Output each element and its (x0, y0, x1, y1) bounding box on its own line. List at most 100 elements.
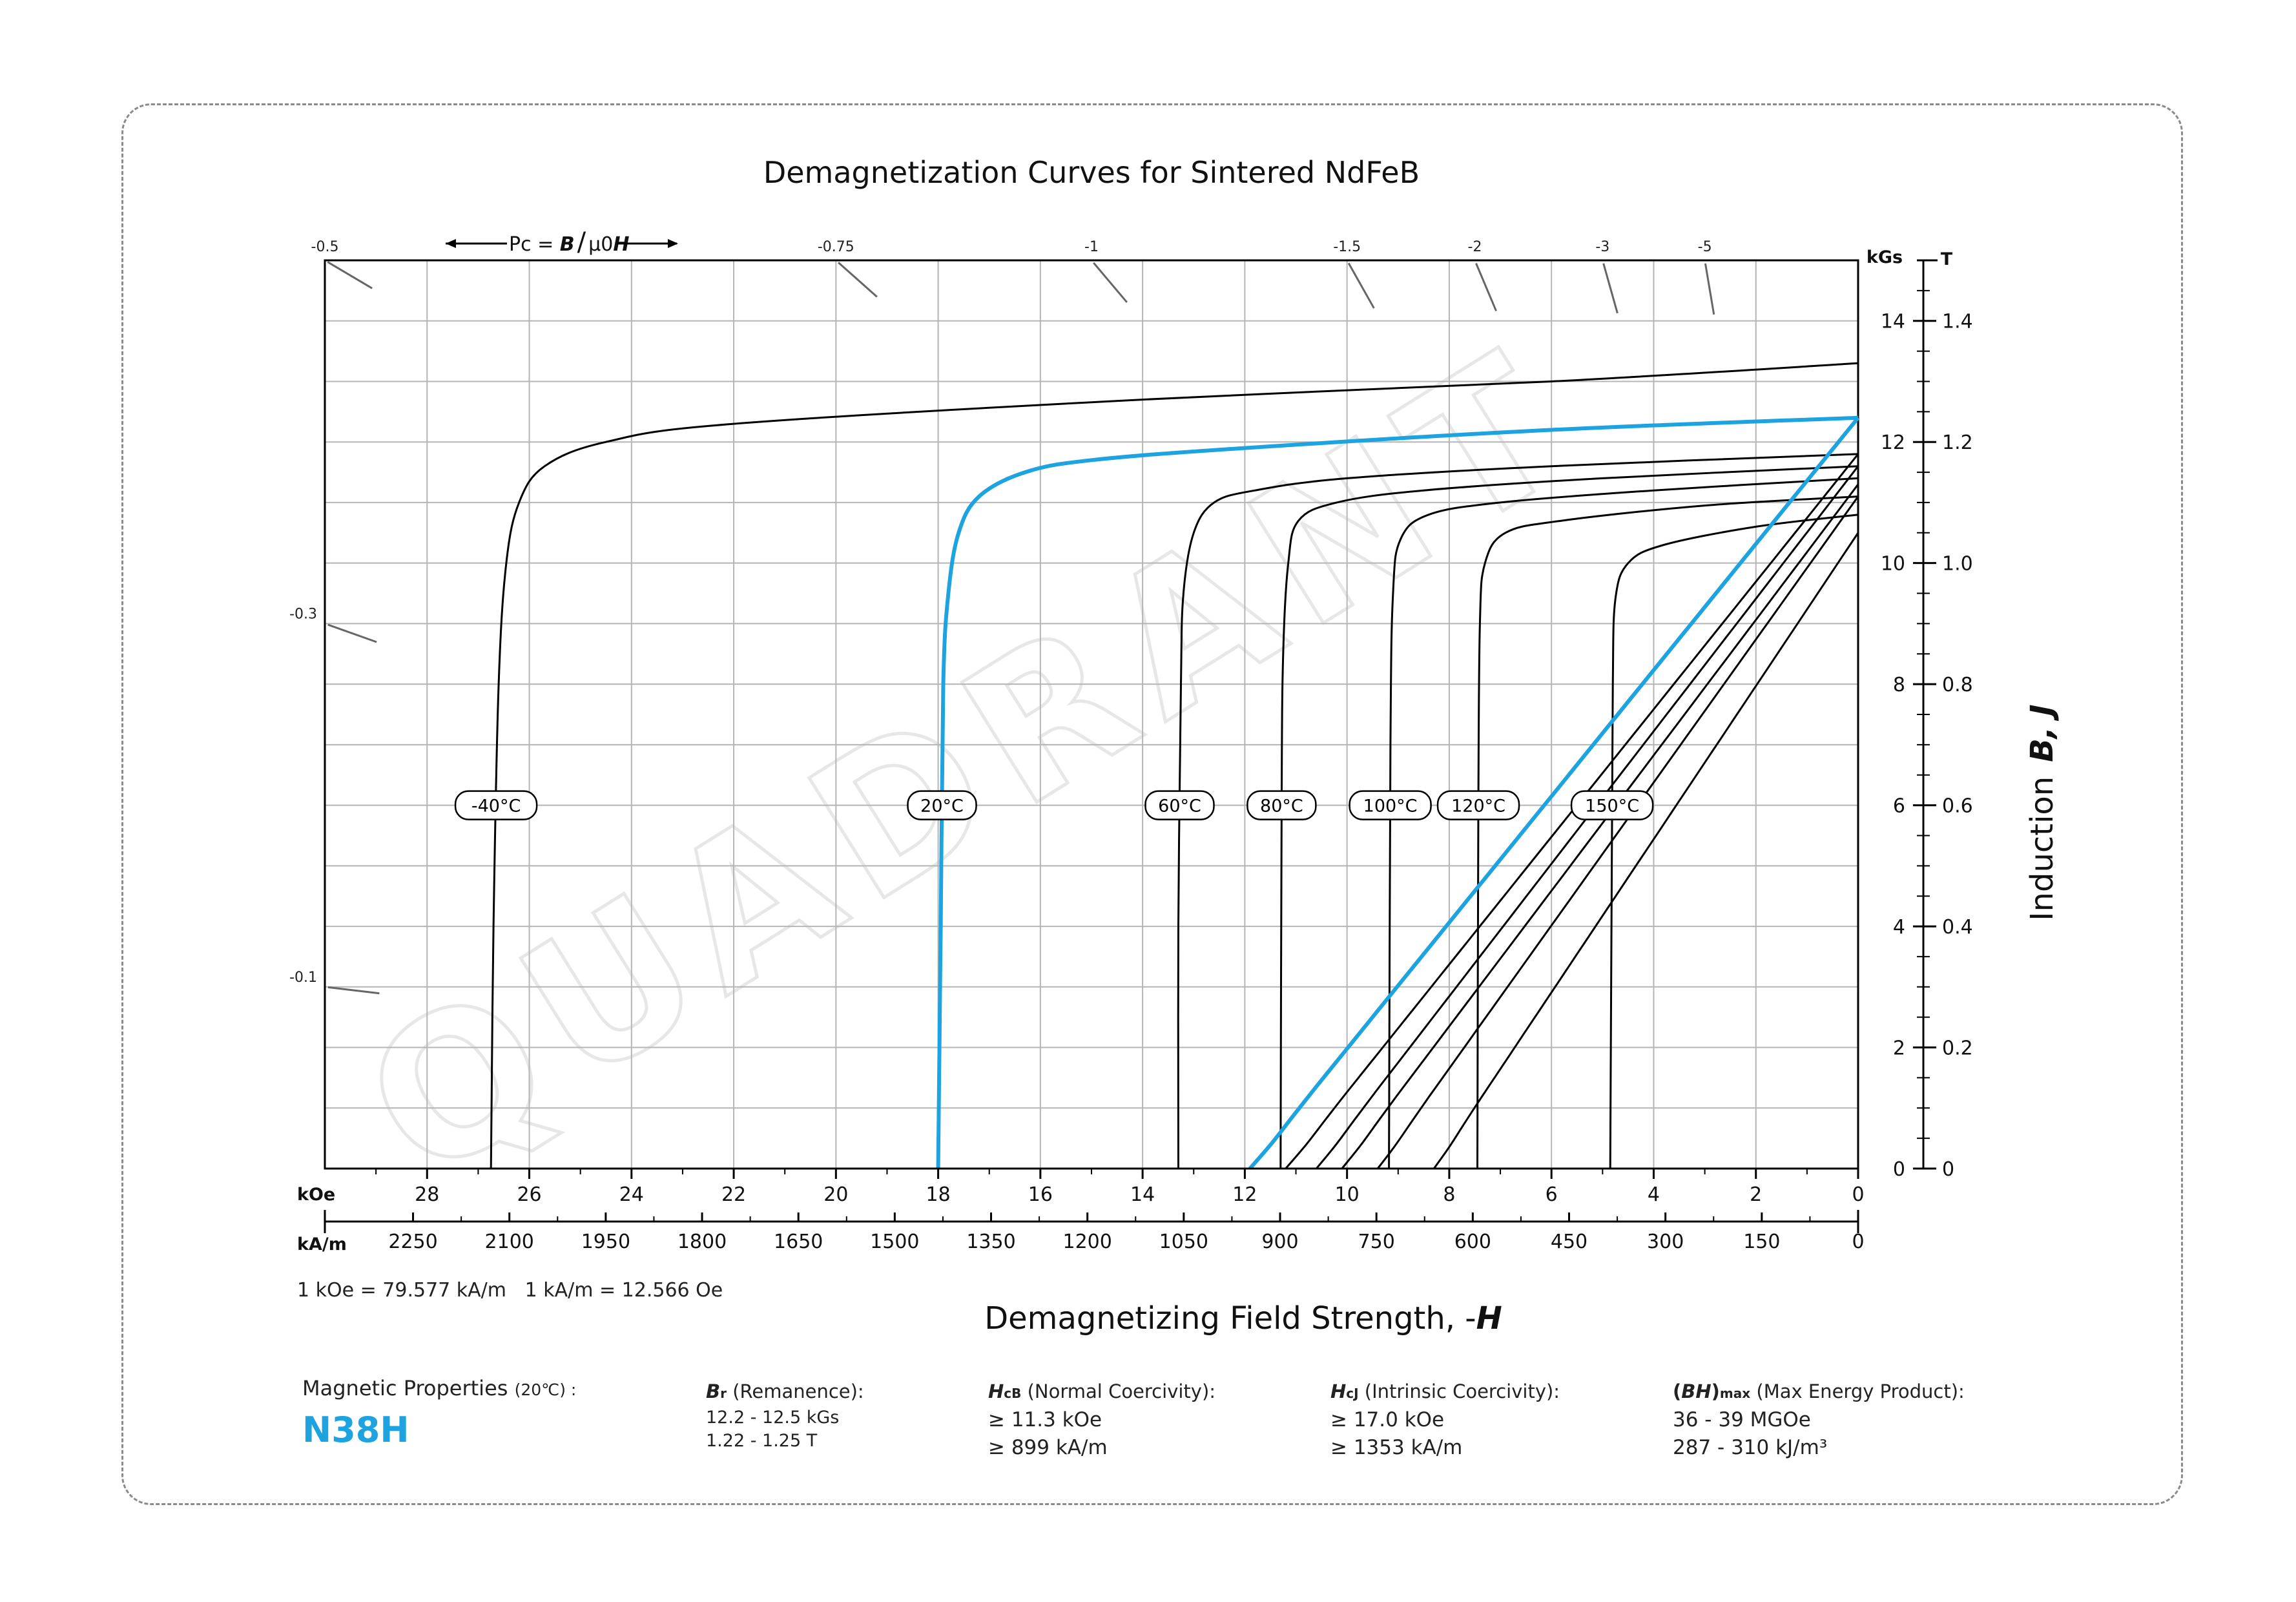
temp-label-60C: 60°C (1158, 796, 1201, 817)
x-tick-label-kam: 2250 (388, 1231, 437, 1253)
properties-heading-temp: (20℃) : (514, 1380, 577, 1399)
grade-label: N38H (302, 1410, 409, 1450)
pc-marker (1093, 262, 1128, 303)
x-tick-label-kam: 1500 (870, 1231, 919, 1253)
x-tick-label-kam: 1350 (966, 1231, 1015, 1253)
y-tick-label-t: 0.8 (1942, 674, 1973, 696)
x-tick-label-kam: 750 (1358, 1231, 1395, 1253)
intrinsic-curve-120C (1476, 495, 1859, 1169)
pc-marker (1602, 263, 1619, 314)
y-tick-label-t: 1.2 (1942, 432, 1973, 454)
prop-intrinsic-coercivity: HcJ (Intrinsic Coercivity): ≥ 17.0 kOe ≥… (1330, 1380, 1560, 1462)
y-tick-label-t: 0.6 (1942, 795, 1973, 818)
y-tick-label-kgs: 4 (1893, 916, 1905, 939)
temp-label-bg-100C (1349, 790, 1432, 820)
pc-marker (327, 261, 373, 289)
pc-marker (327, 623, 377, 643)
y-axis-title-prefix: Induction (2024, 776, 2060, 921)
pc-slash: / (577, 227, 586, 257)
remanence-sub: r (720, 1386, 727, 1401)
pc-prefix: Pc = (509, 233, 560, 256)
prop-remanence: Br (Remanence): 12.2 - 12.5 kGs 1.22 - 1… (706, 1380, 864, 1453)
x-unit-koe: kOe (297, 1185, 335, 1205)
temp-label-80C: 80°C (1260, 796, 1303, 817)
x-tick-label-kam: 900 (1261, 1231, 1298, 1253)
pc-marker (327, 986, 380, 995)
pc-label: -0.1 (289, 970, 317, 986)
temp-label-bg-80C (1246, 790, 1317, 820)
pc-label: -0.3 (289, 606, 317, 622)
x-tick-label-kam: 1200 (1063, 1231, 1112, 1253)
normal-curve-100C (1341, 483, 1859, 1169)
hcb-sub: cB (1004, 1386, 1022, 1401)
prop-normal-coercivity: HcB (Normal Coercivity): ≥ 11.3 kOe ≥ 89… (988, 1380, 1215, 1462)
pc-label: -0.75 (818, 239, 854, 255)
x-tick-label-koe: 2 (1750, 1183, 1762, 1206)
x-tick-label-kam: 150 (1743, 1231, 1780, 1253)
x-tick-label-koe: 28 (415, 1183, 439, 1206)
temp-label-120C: 120°C (1451, 796, 1505, 817)
pc-header: Pc = B / μ0H (446, 227, 678, 257)
remanence-value-1: 12.2 - 12.5 kGs (706, 1408, 840, 1428)
bhmax-value-2: 287 - 310 kJ/m³ (1673, 1436, 1828, 1459)
hcj-value-1: ≥ 17.0 kOe (1330, 1408, 1445, 1431)
temp-label-bg-20C (907, 790, 977, 820)
y-tick-label-kgs: 10 (1881, 553, 1905, 576)
chart-curves (490, 362, 1860, 1170)
properties-heading: Magnetic Properties (302, 1376, 508, 1400)
y-tick-label-kgs: 2 (1893, 1037, 1905, 1060)
pc-label: -0.5 (311, 239, 339, 255)
intrinsic-curve-60C (1177, 453, 1859, 1169)
chart-grid (324, 259, 1859, 1170)
pc-lines: -0.5 -0.75 -1 -1.5 -2 -3 -5 -0.3 -0.1 (289, 239, 1715, 995)
x-tick-label-koe: 4 (1648, 1183, 1660, 1206)
hcj-sub: cJ (1346, 1386, 1359, 1401)
x-tick-label-kam: 1050 (1159, 1231, 1208, 1253)
y-axis-title-symbol: B, J (2024, 704, 2060, 762)
y-tick-label-kgs: 0 (1893, 1158, 1905, 1181)
x-tick-label-kam: 450 (1551, 1231, 1588, 1253)
temp-label-150C: 150°C (1585, 796, 1639, 817)
x-tick-label-kam: 600 (1454, 1231, 1491, 1253)
x-tick-label-koe: 22 (721, 1183, 746, 1206)
temp-label-bg--40C (454, 790, 538, 820)
x-tick-label-kam: 300 (1647, 1231, 1684, 1253)
pc-label: -1.5 (1333, 239, 1361, 255)
prop-max-energy: (BH)max (Max Energy Product): 36 - 39 MG… (1673, 1380, 1965, 1462)
x-tick-label-kam: 1650 (774, 1231, 823, 1253)
pc-label: -1 (1084, 239, 1099, 255)
bhmax-label: (Max Energy Product): (1750, 1380, 1965, 1402)
temp-label-bg-60C (1144, 790, 1215, 820)
x-axis-title-prefix: Demagnetizing Field Strength, - (984, 1300, 1476, 1337)
remanence-symbol: B (706, 1380, 721, 1402)
y-tick-label-t: 0.2 (1942, 1037, 1973, 1060)
pc-marker (1475, 263, 1497, 311)
x-tick-label-koe: 8 (1443, 1183, 1455, 1206)
x-tick-label-kam: 2100 (485, 1231, 534, 1253)
temp-label-bg-120C (1436, 790, 1520, 820)
y-tick-label-kgs: 14 (1881, 311, 1905, 333)
y-tick-label-t: 1.0 (1942, 553, 1973, 576)
x-tick-label-kam: 1950 (581, 1231, 630, 1253)
intrinsic-curve-100C (1388, 477, 1859, 1169)
x-axis-title: Demagnetizing Field Strength, -H (984, 1300, 1502, 1337)
x-tick-label-koe: 20 (823, 1183, 848, 1206)
y-tick-label-kgs: 8 (1893, 674, 1905, 696)
normal-curve-120C (1376, 495, 1859, 1169)
svg-text:Pc = B/μ0H: Pc = B / μ0H (509, 227, 629, 257)
x-axis-title-symbol: H (1476, 1300, 1502, 1337)
y-axis-title: Induction B, J (2024, 704, 2060, 921)
normal-curve-20C (1248, 416, 1860, 1170)
x-tick-label-koe: 6 (1546, 1183, 1558, 1206)
hcj-value-2: ≥ 1353 kA/m (1330, 1436, 1463, 1459)
x-tick-label-koe: 24 (619, 1183, 644, 1206)
pc-marker (838, 262, 878, 298)
temp-label-100C: 100°C (1363, 796, 1418, 817)
hcj-label: (Intrinsic Coercivity): (1358, 1380, 1560, 1402)
hcb-value-2: ≥ 899 kA/m (988, 1436, 1108, 1459)
hcj-symbol: H (1330, 1380, 1347, 1402)
bhmax-value-1: 36 - 39 MGOe (1673, 1408, 1811, 1431)
pc-b: B (560, 233, 575, 256)
